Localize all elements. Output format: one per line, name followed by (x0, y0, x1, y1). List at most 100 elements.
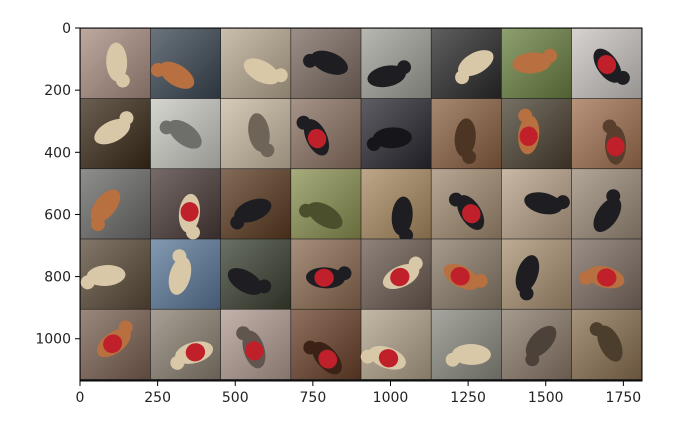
red-sweater (180, 202, 199, 222)
dog-silhouette (299, 202, 343, 230)
x-tick-label: 250 (144, 390, 171, 406)
y-tick-label: 400 (44, 145, 71, 161)
dog-silhouette (90, 189, 121, 232)
red-sweater (318, 349, 338, 369)
dog-silhouette (382, 256, 423, 290)
red-sweater (314, 268, 334, 287)
dog-silhouette (512, 48, 558, 74)
image-tile-r2-c5 (431, 169, 502, 239)
red-sweater (103, 334, 123, 354)
image-tile-r4-c7 (571, 309, 642, 380)
x-tick-label: 0 (76, 390, 85, 406)
image-tile-r4-c5 (431, 309, 502, 380)
image-tile-r2-c1 (150, 169, 221, 240)
tile-photo-background (291, 169, 361, 239)
image-tile-r2-c7 (571, 169, 642, 239)
dog-silhouette (243, 58, 288, 85)
image-tile-r2-c6 (501, 169, 572, 239)
image-tile-r0-c2 (220, 28, 291, 99)
dog-silhouette (602, 119, 626, 165)
image-grid (80, 28, 642, 381)
tile-photo-background (431, 309, 502, 380)
red-sweater (378, 349, 399, 368)
y-tick-label: 1000 (35, 332, 71, 348)
dog-silhouette (524, 192, 570, 215)
dog-silhouette (391, 196, 414, 243)
red-sweater (307, 128, 327, 149)
tile-photo-background (571, 98, 642, 169)
red-sweater (450, 267, 470, 286)
dog-silhouette (306, 266, 352, 289)
image-tile-r0-c6 (501, 28, 572, 99)
dog-silhouette (303, 340, 342, 375)
dog-silhouette (454, 118, 477, 164)
image-tile-r0-c5 (431, 28, 502, 99)
image-tile-r3-c4 (361, 239, 431, 309)
image-tile-r4-c6 (501, 309, 572, 380)
image-tile-r3-c2 (220, 239, 291, 309)
image-tile-r2-c2 (220, 169, 291, 239)
image-tile-r1-c2 (220, 98, 291, 169)
axes: 0 250 500 750 1000 1250 1500 1750 0 200 400 600 800 1… (35, 21, 643, 406)
image-tile-r0-c0 (80, 28, 151, 99)
image-tile-r2-c0 (80, 169, 151, 239)
dog-silhouette (80, 264, 126, 290)
dog-silhouette (170, 341, 214, 370)
image-tile-r4-c3 (291, 309, 361, 380)
dog-silhouette (593, 189, 622, 233)
image-tile-r3-c6 (501, 239, 572, 309)
dog-silhouette (518, 108, 540, 155)
dog-silhouette (366, 127, 412, 151)
dog-silhouette (303, 50, 348, 75)
image-tile-r1-c0 (80, 98, 151, 169)
x-tick-label: 750 (300, 390, 327, 406)
tile-photo-background (361, 28, 431, 99)
image-tile-r1-c6 (501, 98, 572, 169)
dog-silhouette (515, 255, 540, 301)
image-tile-r1-c5 (431, 98, 502, 169)
image-tile-r4-c4 (360, 309, 431, 380)
image-tile-r2-c4 (361, 169, 431, 243)
x-tick-label: 1750 (606, 390, 642, 406)
dog-silhouette (593, 48, 630, 85)
dog-silhouette (150, 61, 195, 89)
dog-silhouette (230, 198, 272, 230)
red-sweater (606, 136, 625, 157)
image-tile-r1-c7 (571, 98, 642, 169)
red-sweater (597, 55, 617, 75)
dog-silhouette (578, 266, 625, 289)
red-sweater (245, 341, 264, 361)
image-tile-r4-c1 (150, 309, 221, 380)
image-tile-r2-c3 (291, 169, 361, 239)
dog-silhouette (168, 249, 192, 295)
x-tick-label: 1500 (528, 390, 564, 406)
red-sweater (390, 267, 410, 287)
dog-silhouette (227, 268, 272, 295)
x-tick-label: 500 (222, 390, 249, 406)
dog-silhouette (94, 111, 134, 145)
image-tile-r0-c3 (291, 28, 361, 99)
dog-silhouette (159, 119, 202, 149)
red-sweater (519, 126, 538, 146)
image-tile-r1-c1 (150, 98, 221, 169)
dog-silhouette (443, 263, 488, 290)
dog-silhouette (525, 325, 557, 367)
red-sweater (596, 268, 617, 287)
y-tick-label: 0 (62, 21, 71, 37)
y-tick-label: 600 (44, 207, 71, 223)
dog-silhouette (296, 115, 330, 156)
dog-silhouette (448, 192, 485, 230)
image-tile-r0-c4 (361, 28, 431, 99)
dog-silhouette (360, 345, 406, 370)
image-tile-r1-c3 (291, 98, 361, 169)
red-sweater (185, 343, 206, 362)
dog-silhouette (589, 322, 623, 362)
dog-silhouette (178, 193, 201, 240)
image-tile-r4-c0 (80, 309, 151, 380)
x-tick-label: 1250 (450, 390, 486, 406)
dog-silhouette (236, 326, 266, 369)
red-sweater (462, 204, 481, 224)
image-tile-r3-c5 (431, 239, 502, 309)
image-tile-r3-c1 (150, 239, 221, 309)
